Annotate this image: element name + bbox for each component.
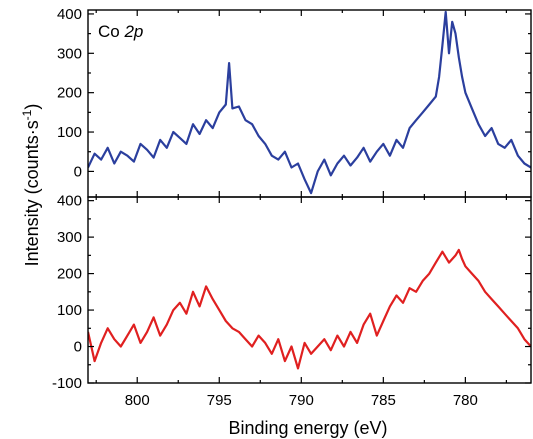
bottom-panel: -100 0 100 200 300 400 [52,193,532,392]
bottom-y-tick-label: -100 [52,375,82,392]
bottom-frame [87,196,532,384]
bottom-y-tick-label: 400 [57,193,82,210]
top-series-line [88,10,531,195]
x-tick-label: 785 [371,392,396,409]
bottom-y-tick-label: 0 [74,339,82,356]
top-y-tick-label: 0 [74,163,82,180]
x-axis-tick-labels: 800 795 790 785 780 [125,392,478,409]
x-tick-label: 795 [207,392,232,409]
x-tick-label: 800 [125,392,150,409]
bottom-y-tick-label: 300 [57,229,82,246]
top-y-tick-label: 200 [57,85,82,102]
top-y-tick-label: 100 [57,124,82,141]
bottom-series-line [88,248,531,370]
top-y-tick-label: 300 [57,45,82,62]
top-y-tick-label: 400 [57,6,82,23]
y-axis-title: Intensity (counts·s-1) [20,104,42,267]
x-tick-label: 780 [453,392,478,409]
bottom-y-tick-label: 200 [57,266,82,283]
x-axis-title: Binding energy (eV) [228,418,387,438]
panel-annotation: Co 2p [98,22,143,41]
x-tick-label: 790 [289,392,314,409]
top-frame [87,9,532,198]
bottom-y-tick-label: 100 [57,302,82,319]
